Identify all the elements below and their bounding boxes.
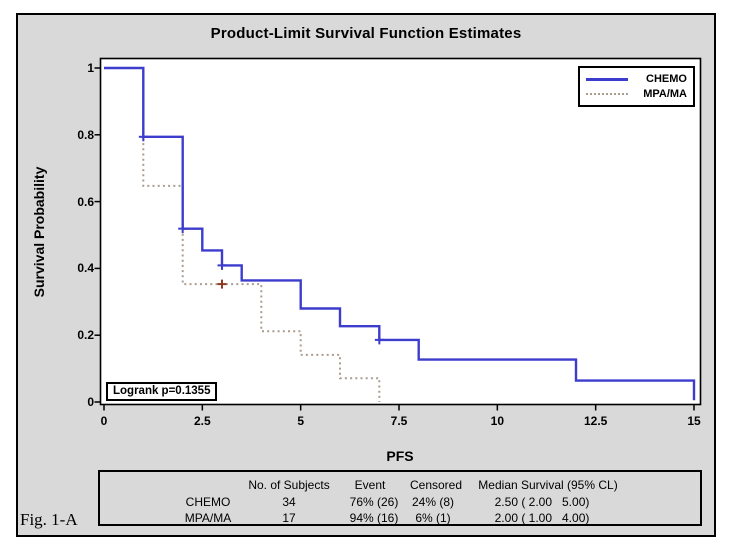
y-axis-title: Survival Probability — [31, 166, 47, 298]
legend-entry-mpama: MPA/MA — [586, 88, 687, 100]
row-label-chemo: CHEMO — [185, 495, 231, 509]
y-tick-label: 0 — [87, 395, 94, 409]
legend-label-chemo: CHEMO — [646, 73, 687, 85]
dotted-line-swatch — [586, 93, 628, 95]
x-tick-label: 15 — [687, 414, 701, 428]
legend: CHEMO MPA/MA — [578, 66, 695, 107]
mpama-censored: 6% (1) — [415, 511, 451, 525]
series-line-mpa-ma — [104, 67, 381, 402]
col-header-censored: Censored — [409, 478, 463, 492]
y-tick-label: 1 — [87, 61, 94, 75]
logrank-annotation: Logrank p=0.1355 — [106, 382, 218, 401]
chemo-censored: 24% (8) — [411, 495, 455, 509]
solid-line-swatch — [586, 77, 628, 81]
x-tick-label: 10 — [490, 414, 505, 428]
mpama-event: 94% (16) — [349, 511, 399, 525]
mpama-median: 2.00 ( 1.00 4.00) — [494, 511, 590, 525]
mpama-subjects: 17 — [282, 511, 296, 525]
plot-frame — [99, 57, 702, 406]
legend-entry-chemo: CHEMO — [586, 73, 687, 85]
col-header-median: Median Survival (95% CL) — [478, 478, 618, 492]
x-tick-label: 7.5 — [390, 414, 408, 428]
chemo-median: 2.50 ( 2.00 5.00) — [494, 495, 590, 509]
chart-title: Product-Limit Survival Function Estimate… — [210, 25, 522, 42]
col-header-event: Event — [354, 478, 386, 492]
y-tick-label: 0.8 — [77, 127, 94, 142]
col-header-subjects: No. of Subjects — [248, 478, 330, 492]
chemo-event: 76% (26) — [349, 495, 399, 509]
figure-number-label: Fig. 1-A — [20, 510, 78, 529]
x-tick-label: 2.5 — [193, 414, 211, 428]
y-tick-label: 0.6 — [77, 194, 94, 209]
x-axis-title: PFS — [386, 448, 414, 464]
x-tick-label: 12.5 — [583, 414, 608, 428]
x-tick-label: 0 — [100, 414, 108, 428]
x-tick-label: 5 — [297, 414, 304, 428]
y-tick-label: 0.2 — [77, 328, 94, 343]
legend-label-mpama: MPA/MA — [643, 88, 687, 100]
chemo-subjects: 34 — [282, 495, 296, 509]
y-tick-label: 0.4 — [77, 261, 94, 276]
series-line-chemo — [104, 66, 696, 401]
row-label-mpama: MPA/MA — [184, 511, 232, 525]
summary-table: No. of Subjects Event Censored Median Su… — [98, 470, 702, 526]
